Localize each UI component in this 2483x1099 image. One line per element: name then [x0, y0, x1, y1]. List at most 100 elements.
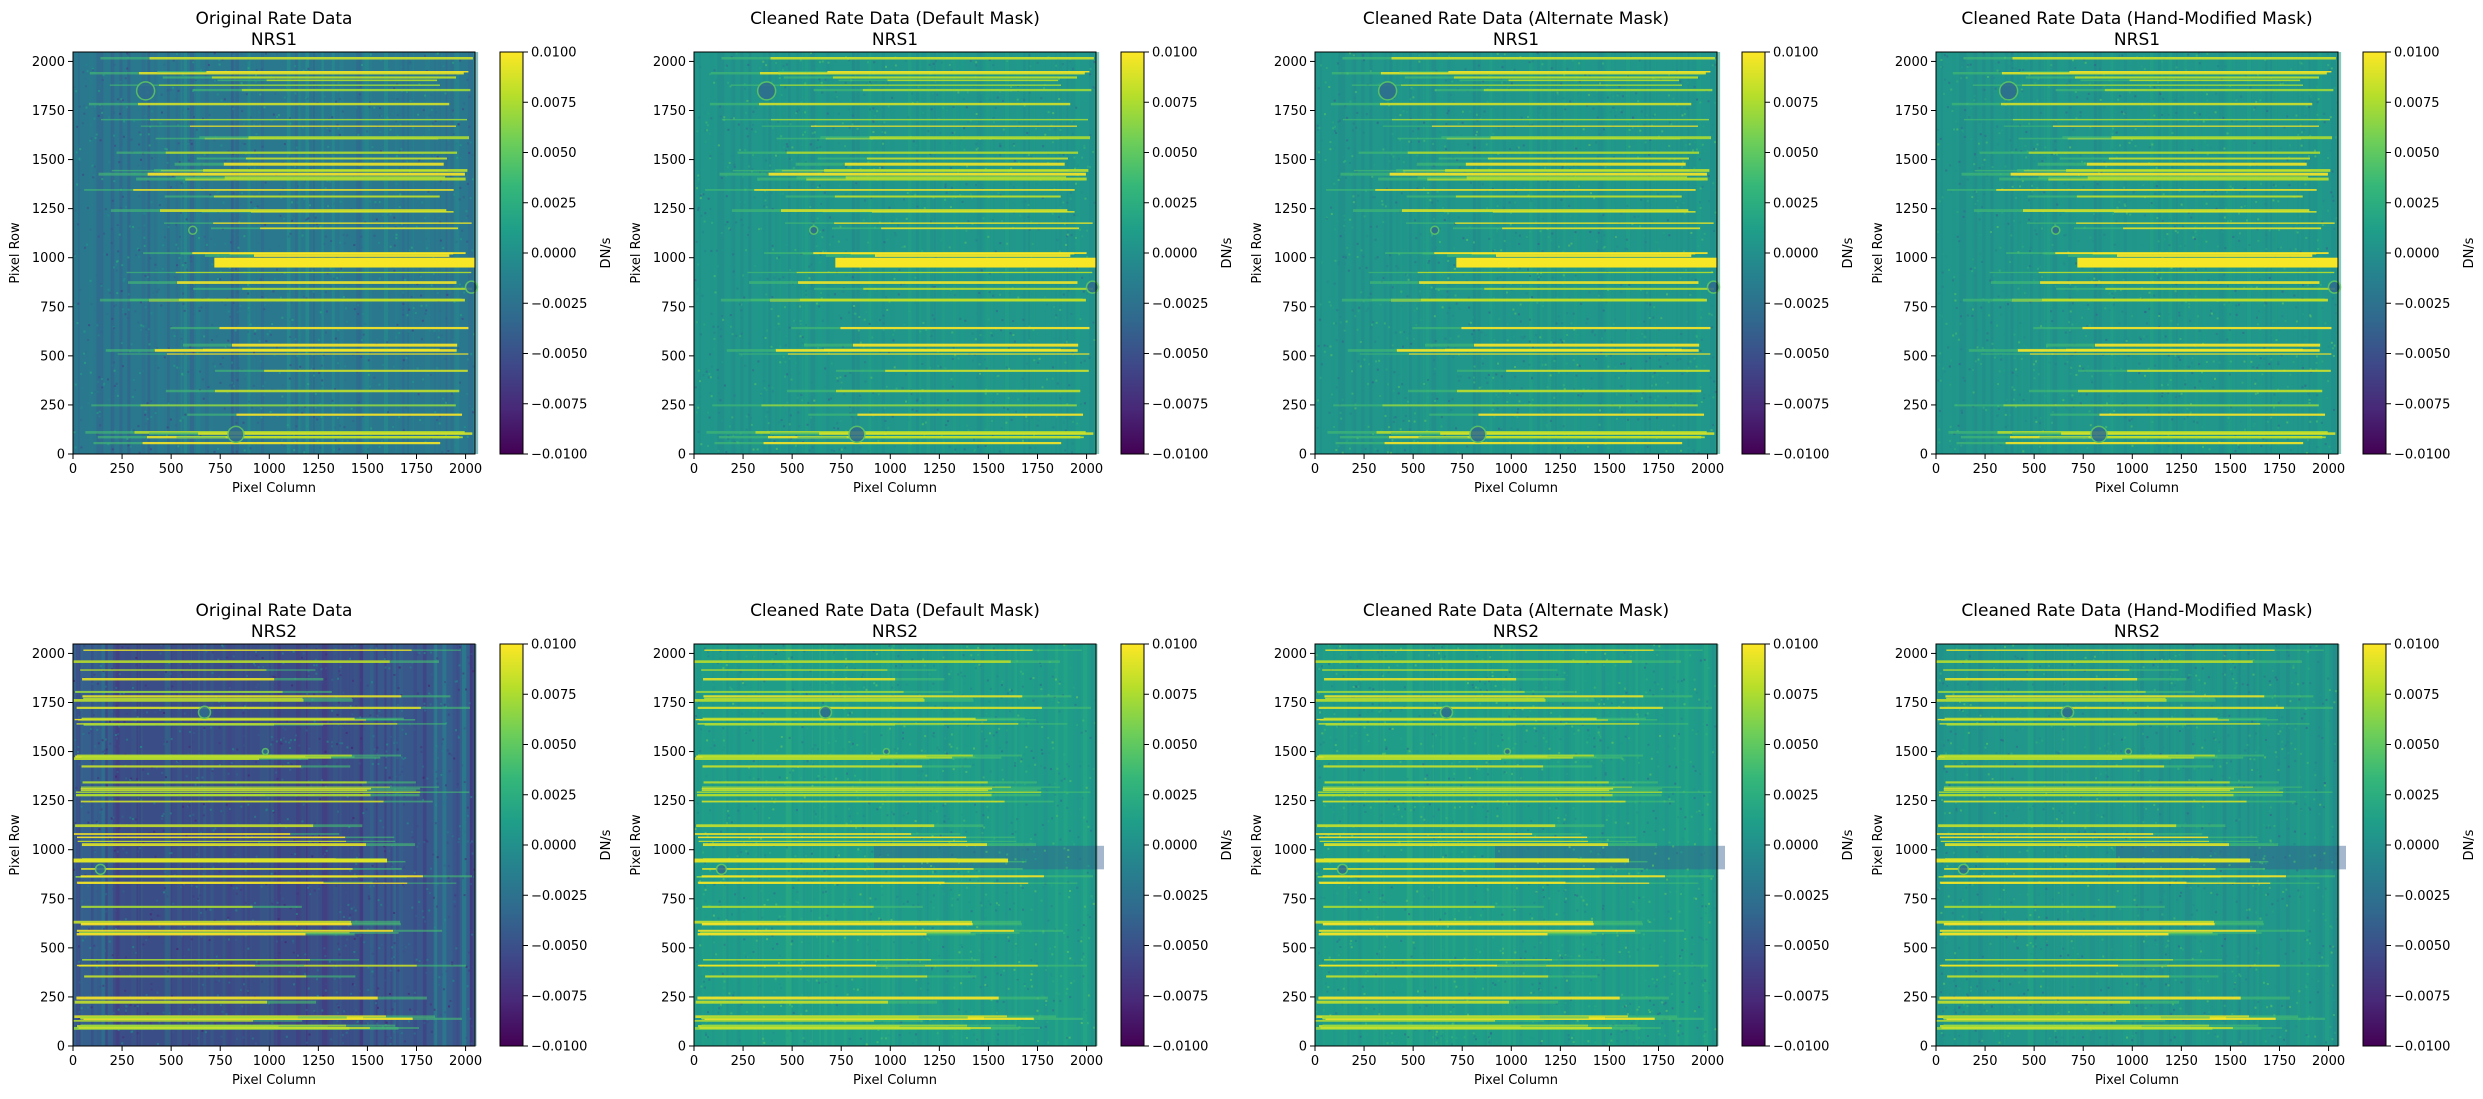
- colorbar-tick-label: 0.0000: [1152, 839, 1198, 854]
- heatmap-image: [694, 52, 1099, 454]
- figure: Original Rate Data NRS10 250 500 750 1000 1250…: [0, 0, 2483, 1099]
- y-tick-label: 1000: [32, 251, 65, 266]
- y-tick-label: 1000: [1895, 251, 1928, 266]
- y-axis-label: Pixel Row: [1250, 222, 1265, 284]
- colorbar-tick-label: −0.0075: [531, 397, 587, 412]
- x-tick-label: 1500: [2214, 462, 2247, 477]
- colorbar-tick-label: 0.0050: [1773, 146, 1819, 161]
- x-tick-label: 250: [1352, 1054, 1377, 1069]
- y-tick-label: 750: [1282, 300, 1307, 315]
- colorbar: [1121, 644, 1144, 1046]
- y-tick-label: 2000: [653, 55, 686, 70]
- y-tick-label: 1500: [653, 745, 686, 760]
- y-tick-label: 0: [678, 1040, 686, 1055]
- bright-slit-band: [835, 258, 1096, 268]
- y-tick-label: 1500: [1895, 745, 1928, 760]
- colorbar-tick-label: −0.0025: [1152, 297, 1208, 312]
- x-tick-label: 1250: [923, 1054, 956, 1069]
- y-tick-label: 1000: [1895, 843, 1928, 858]
- x-tick-label: 0: [69, 462, 77, 477]
- x-tick-label: 750: [1450, 462, 1475, 477]
- x-tick-label: 750: [2071, 1054, 2096, 1069]
- colorbar-tick-label: −0.0025: [531, 889, 587, 904]
- x-tick-label: 1500: [351, 462, 384, 477]
- y-tick-label: 500: [40, 349, 65, 364]
- colorbar-label: DN/s: [2462, 829, 2477, 860]
- y-tick-label: 500: [40, 941, 65, 956]
- colorbar-tick-label: 0.0075: [1152, 688, 1198, 703]
- x-tick-label: 500: [2022, 1054, 2047, 1069]
- y-tick-label: 250: [1903, 990, 1928, 1005]
- x-axis-label: Pixel Column: [232, 481, 316, 496]
- colorbar-tick-label: −0.0100: [531, 1040, 587, 1055]
- y-tick-label: 250: [40, 990, 65, 1005]
- colorbar-tick-label: 0.0075: [2394, 688, 2440, 703]
- x-tick-label: 1500: [1593, 1054, 1626, 1069]
- y-tick-label: 2000: [653, 647, 686, 662]
- bright-slit-band: [1456, 258, 1717, 268]
- colorbar: [1121, 52, 1144, 454]
- colorbar-tick-label: −0.0100: [1152, 448, 1208, 463]
- x-tick-label: 0: [1932, 462, 1940, 477]
- colorbar-tick-label: −0.0050: [1152, 939, 1208, 954]
- colorbar-tick-label: −0.0050: [531, 347, 587, 362]
- heatmap-image: [73, 644, 477, 1046]
- y-tick-label: 750: [661, 300, 686, 315]
- colorbar-tick-label: −0.0025: [1773, 297, 1829, 312]
- colorbar-tick-label: 0.0000: [1773, 247, 1819, 262]
- x-tick-label: 1750: [400, 462, 433, 477]
- y-tick-label: 1000: [653, 843, 686, 858]
- y-axis-label: Pixel Row: [8, 814, 23, 876]
- colorbar-tick-label: −0.0025: [1773, 889, 1829, 904]
- y-tick-label: 2000: [32, 647, 65, 662]
- x-tick-label: 1000: [2116, 1054, 2149, 1069]
- colorbar-label: DN/s: [2462, 237, 2477, 268]
- x-tick-label: 500: [780, 462, 805, 477]
- x-tick-label: 1000: [1495, 1054, 1528, 1069]
- y-tick-label: 1000: [1274, 251, 1307, 266]
- y-tick-label: 250: [1903, 398, 1928, 413]
- y-tick-label: 1250: [32, 794, 65, 809]
- x-tick-label: 1500: [2214, 1054, 2247, 1069]
- y-tick-label: 250: [1282, 990, 1307, 1005]
- y-tick-label: 500: [1282, 349, 1307, 364]
- y-tick-label: 500: [1282, 941, 1307, 956]
- y-tick-label: 1500: [32, 153, 65, 168]
- colorbar-tick-label: 0.0075: [2394, 96, 2440, 111]
- bright-slit-band: [694, 859, 1008, 863]
- x-tick-label: 500: [159, 1054, 184, 1069]
- colorbar-tick-label: −0.0100: [1773, 1040, 1829, 1055]
- colorbar-tick-label: −0.0050: [2394, 939, 2450, 954]
- colorbar-tick-label: 0.0075: [1773, 688, 1819, 703]
- x-tick-label: 1750: [1021, 462, 1054, 477]
- x-tick-label: 1750: [2263, 1054, 2296, 1069]
- colorbar-tick-label: −0.0050: [1773, 347, 1829, 362]
- heatmap-image: [73, 52, 478, 454]
- colorbar-label: DN/s: [1841, 829, 1856, 860]
- y-tick-label: 1000: [653, 251, 686, 266]
- x-axis-label: Pixel Column: [232, 1073, 316, 1088]
- y-tick-label: 750: [1903, 300, 1928, 315]
- colorbar-tick-label: 0.0000: [2394, 247, 2440, 262]
- colorbar-tick-label: 0.0100: [1773, 46, 1819, 61]
- bright-slit-band: [214, 258, 475, 268]
- colorbar-tick-label: −0.0050: [531, 939, 587, 954]
- x-tick-label: 1250: [923, 462, 956, 477]
- y-tick-label: 0: [57, 1040, 65, 1055]
- colorbar-tick-label: 0.0075: [531, 96, 577, 111]
- x-tick-label: 0: [69, 1054, 77, 1069]
- x-axis-label: Pixel Column: [1474, 1073, 1558, 1088]
- colorbar-label: DN/s: [1220, 829, 1235, 860]
- y-tick-label: 0: [678, 448, 686, 463]
- y-axis-label: Pixel Row: [1250, 814, 1265, 876]
- y-tick-label: 1250: [1274, 794, 1307, 809]
- x-tick-label: 500: [1401, 462, 1426, 477]
- y-tick-label: 1750: [653, 104, 686, 119]
- colorbar-tick-label: −0.0100: [531, 448, 587, 463]
- colorbar-tick-label: 0.0100: [1152, 46, 1198, 61]
- y-tick-label: 2000: [1274, 647, 1307, 662]
- y-tick-label: 500: [661, 349, 686, 364]
- colorbar-tick-label: 0.0050: [2394, 146, 2440, 161]
